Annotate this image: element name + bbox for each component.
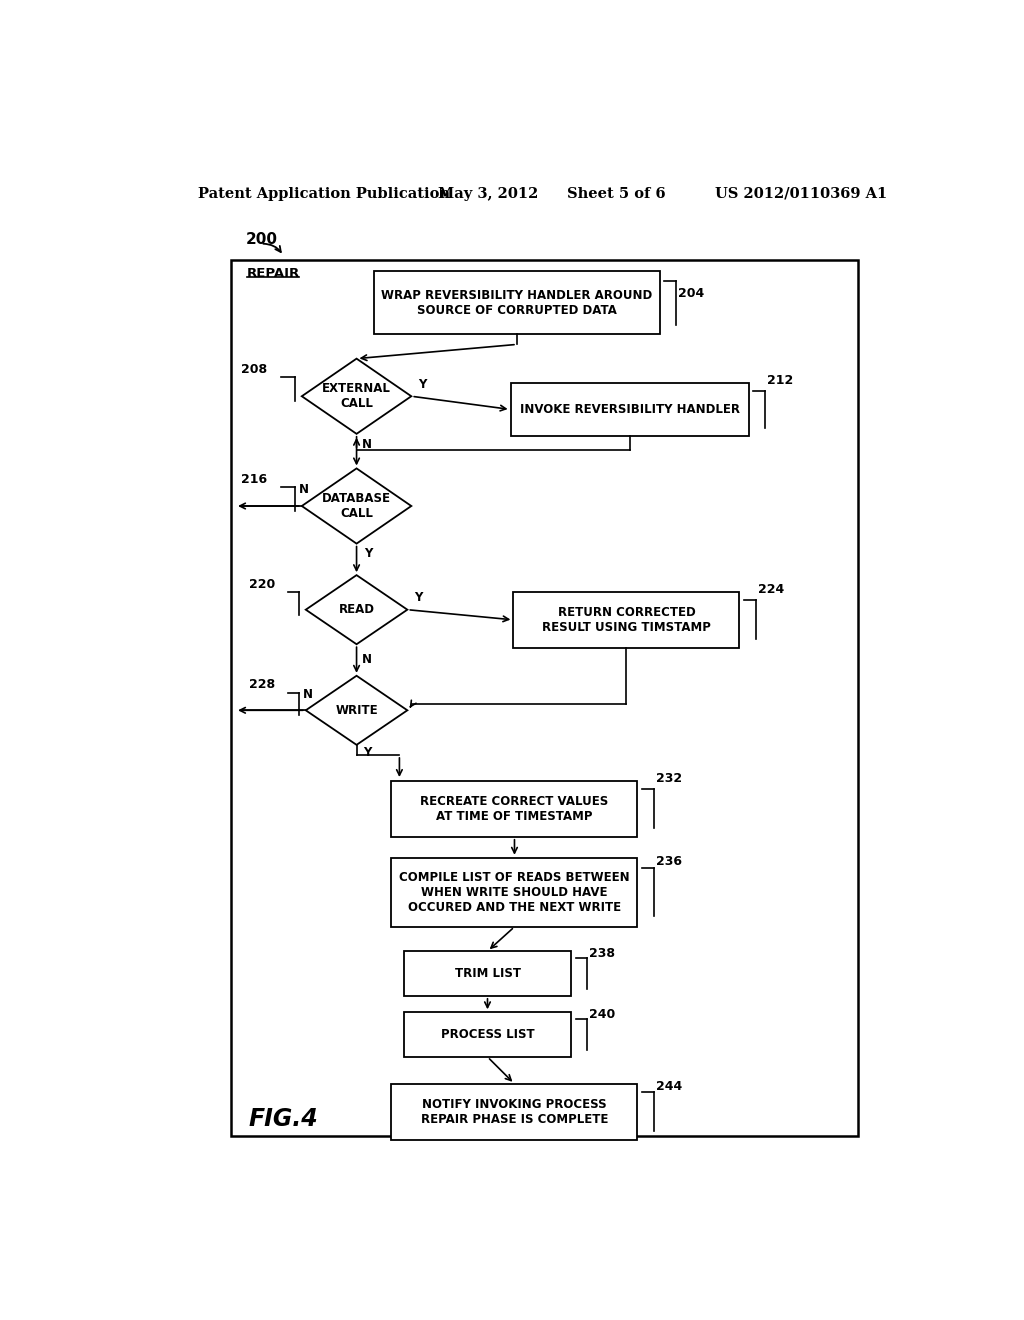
Text: 204: 204 [678, 286, 705, 300]
Bar [513, 591, 739, 648]
Text: N: N [303, 688, 312, 701]
Text: FIG.4: FIG.4 [249, 1107, 318, 1131]
Text: 240: 240 [589, 1008, 615, 1020]
Text: 232: 232 [655, 772, 682, 784]
Bar [404, 952, 570, 995]
Bar [391, 858, 638, 927]
Text: May 3, 2012: May 3, 2012 [437, 187, 538, 201]
Text: READ: READ [339, 603, 375, 616]
Polygon shape [306, 676, 408, 744]
Bar [391, 781, 638, 837]
Text: RECREATE CORRECT VALUES
AT TIME OF TIMESTAMP: RECREATE CORRECT VALUES AT TIME OF TIMES… [421, 795, 608, 822]
Polygon shape [306, 576, 408, 644]
Text: TRIM LIST: TRIM LIST [455, 968, 520, 979]
Text: RETURN CORRECTED
RESULT USING TIMSTAMP: RETURN CORRECTED RESULT USING TIMSTAMP [542, 606, 711, 634]
Text: 236: 236 [655, 854, 682, 867]
Text: Sheet 5 of 6: Sheet 5 of 6 [567, 187, 666, 201]
Polygon shape [302, 469, 412, 544]
Text: US 2012/0110369 A1: US 2012/0110369 A1 [715, 187, 888, 201]
Text: 224: 224 [758, 582, 784, 595]
Text: WRAP REVERSIBILITY HANDLER AROUND
SOURCE OF CORRUPTED DATA: WRAP REVERSIBILITY HANDLER AROUND SOURCE… [381, 289, 652, 317]
Text: Patent Application Publication: Patent Application Publication [198, 187, 450, 201]
Text: WRITE: WRITE [335, 704, 378, 717]
Text: 220: 220 [250, 578, 275, 591]
Bar [511, 383, 749, 436]
Text: DATABASE
CALL: DATABASE CALL [323, 492, 391, 520]
Text: 238: 238 [589, 946, 615, 960]
Bar [391, 1084, 638, 1139]
Text: 208: 208 [242, 363, 267, 376]
Text: Y: Y [418, 378, 426, 391]
Text: 212: 212 [767, 374, 794, 387]
Polygon shape [302, 359, 412, 434]
Text: 200: 200 [246, 232, 278, 247]
Bar [231, 260, 858, 1137]
Text: 228: 228 [250, 678, 275, 692]
Text: PROCESS LIST: PROCESS LIST [440, 1028, 535, 1041]
Text: N: N [299, 483, 308, 496]
Text: REPAIR: REPAIR [247, 267, 300, 280]
Text: EXTERNAL
CALL: EXTERNAL CALL [323, 383, 391, 411]
Text: NOTIFY INVOKING PROCESS
REPAIR PHASE IS COMPLETE: NOTIFY INVOKING PROCESS REPAIR PHASE IS … [421, 1098, 608, 1126]
Text: 244: 244 [655, 1080, 682, 1093]
Text: N: N [362, 653, 372, 667]
Text: Y: Y [362, 747, 372, 759]
Text: Y: Y [365, 548, 373, 560]
Text: 216: 216 [242, 473, 267, 486]
Bar [404, 1012, 570, 1057]
Text: COMPILE LIST OF READS BETWEEN
WHEN WRITE SHOULD HAVE
OCCURED AND THE NEXT WRITE: COMPILE LIST OF READS BETWEEN WHEN WRITE… [399, 871, 630, 913]
Text: Y: Y [414, 591, 422, 605]
Text: N: N [362, 437, 372, 450]
Bar [374, 271, 659, 334]
Text: INVOKE REVERSIBILITY HANDLER: INVOKE REVERSIBILITY HANDLER [519, 403, 739, 416]
